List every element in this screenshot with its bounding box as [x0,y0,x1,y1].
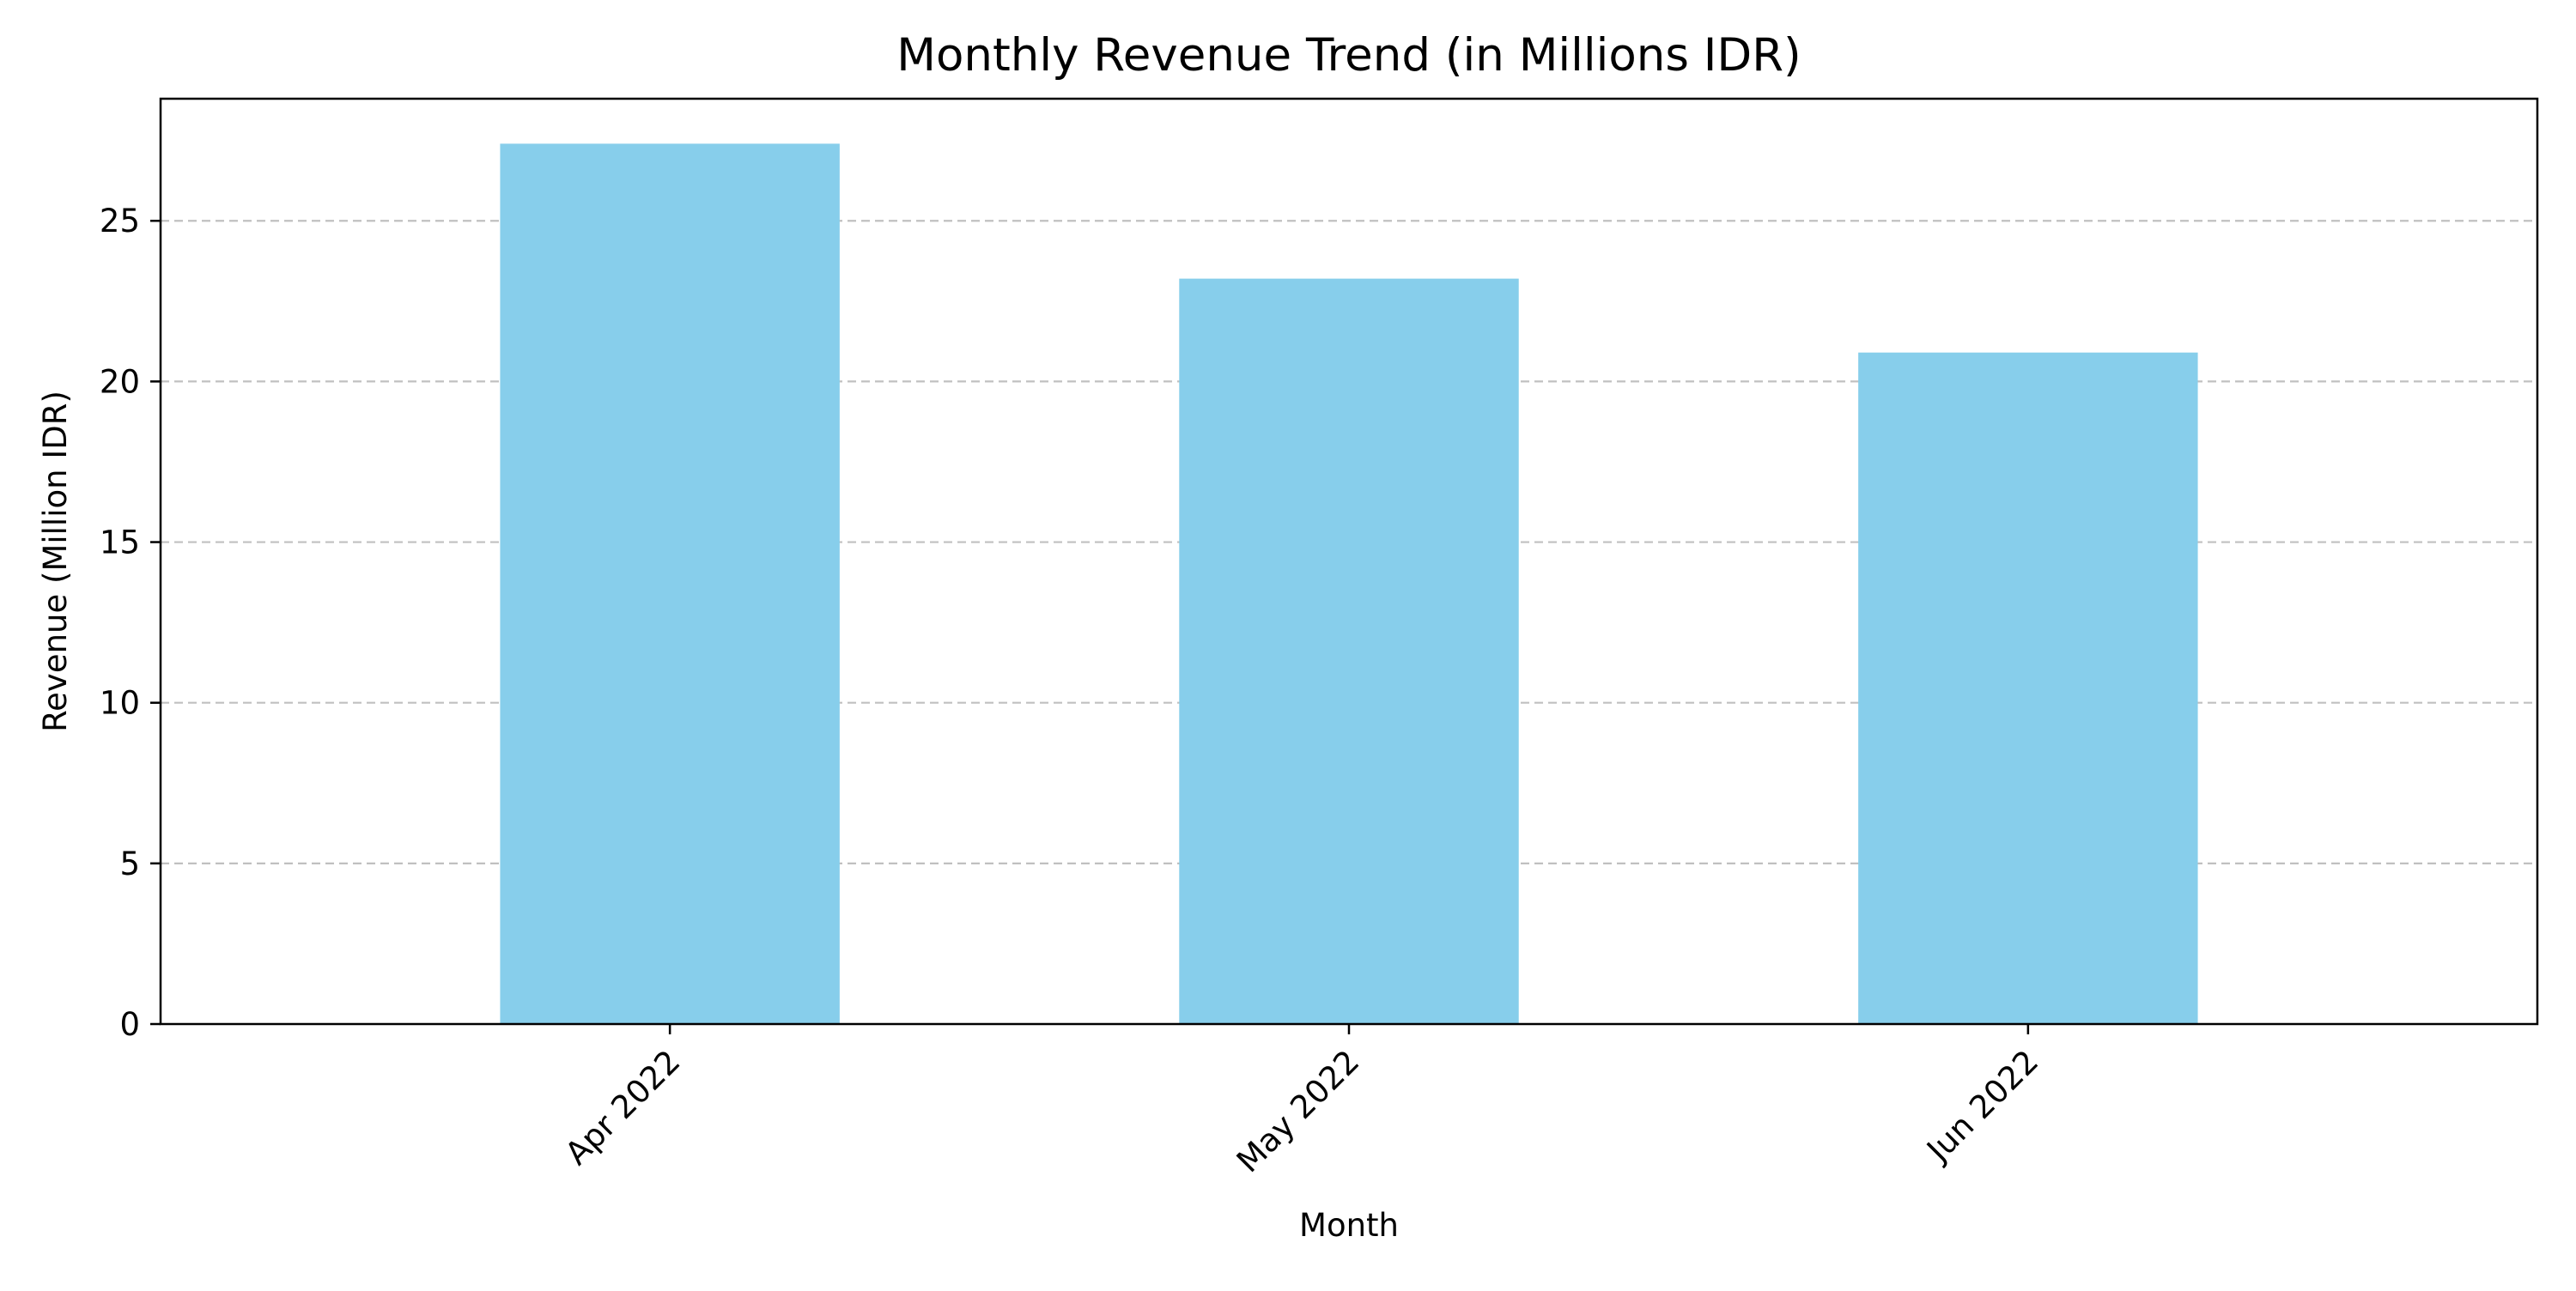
y-tick-label: 15 [100,524,140,561]
x-tick-label: Apr 2022 [558,1043,688,1173]
y-tick-label: 25 [100,203,140,239]
y-tick-label: 20 [100,363,140,400]
bar [1858,352,2198,1024]
y-axis-label: Revenue (Million IDR) [37,391,74,732]
x-tick-label: May 2022 [1230,1043,1366,1179]
chart-title: Monthly Revenue Trend (in Millions IDR) [896,29,1801,82]
bar [500,143,840,1024]
bar [1179,278,1519,1025]
y-tick-label: 5 [119,846,140,882]
x-axis: Apr 2022 May 2022 Jun 2022 [558,1024,2045,1179]
y-tick-label: 0 [119,1006,140,1043]
x-tick-label: Jun 2022 [1919,1043,2046,1170]
y-axis: 0 5 10 15 20 25 [100,203,161,1043]
y-tick-label: 10 [100,685,140,722]
x-axis-label: Month [1299,1207,1399,1244]
bars [500,143,2198,1025]
